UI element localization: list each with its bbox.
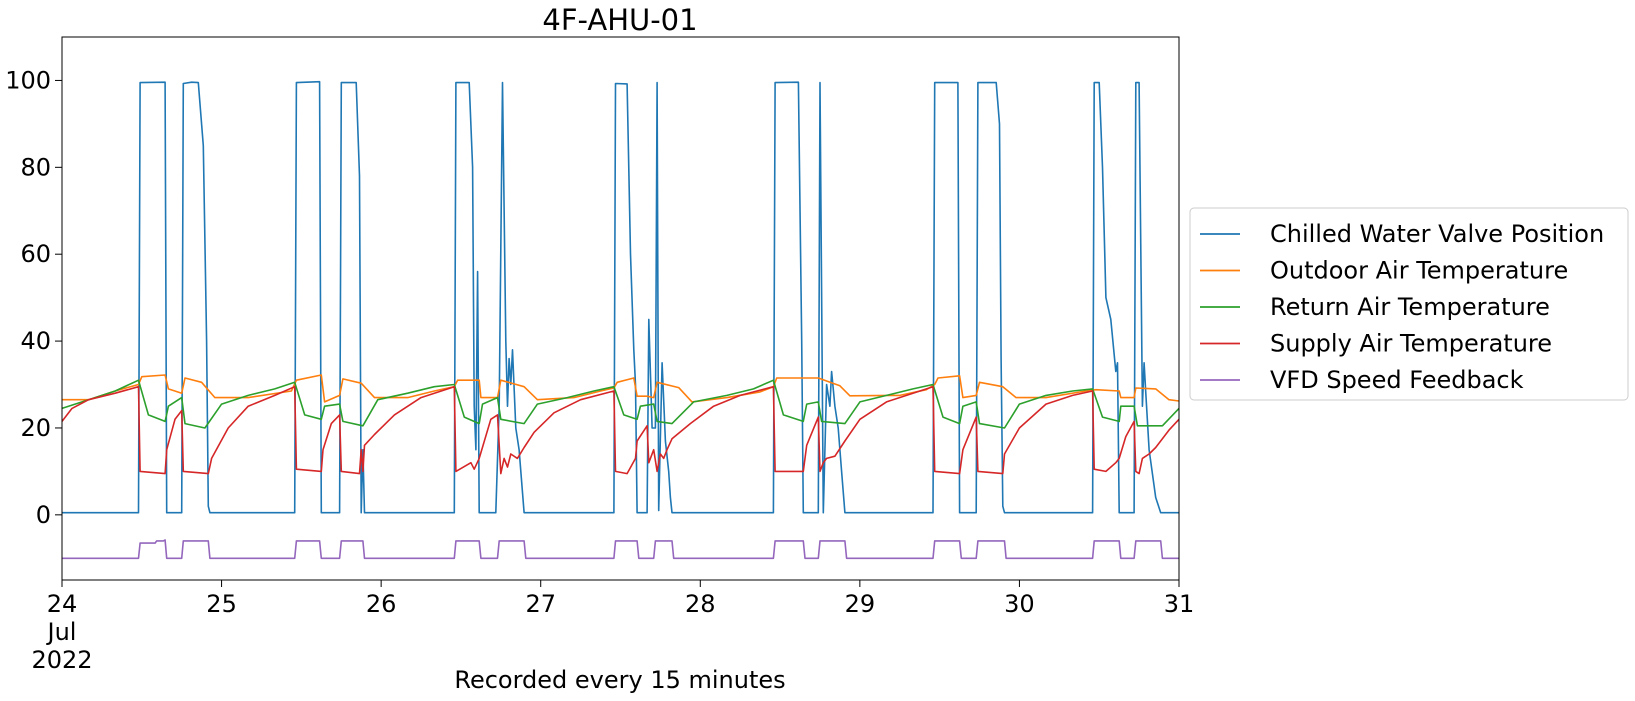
y-tick-label: 60 <box>20 240 51 268</box>
series-line-3 <box>61 385 1180 475</box>
x-tick-label: 24 <box>47 590 78 618</box>
y-tick-label: 100 <box>5 66 51 94</box>
legend-box <box>1189 207 1629 401</box>
y-tick-label: 0 <box>36 501 51 529</box>
x-axis-label: Recorded every 15 minutes <box>454 666 785 694</box>
legend-label: Outdoor Air Temperature <box>1270 257 1568 285</box>
x-tick-label: 27 <box>525 590 556 618</box>
series-line-2 <box>61 379 1180 429</box>
plot-frame <box>61 36 1180 581</box>
x-tick-label: 29 <box>845 590 876 618</box>
legend-label: VFD Speed Feedback <box>1270 366 1524 394</box>
x-tick-label: 28 <box>685 590 716 618</box>
x-tick-label: 2022 <box>31 646 92 674</box>
x-tick-label: 31 <box>1164 590 1195 618</box>
y-tick-label: 40 <box>20 327 51 355</box>
x-tick-label: Jul <box>46 618 77 646</box>
series-line-0 <box>62 80 1179 514</box>
x-tick-label: 25 <box>206 590 237 618</box>
y-axis: 0 20 40 60 80 100 <box>5 66 62 529</box>
series-line-1 <box>62 374 1180 403</box>
legend-label: Chilled Water Valve Position <box>1270 220 1604 248</box>
legend: Chilled Water Valve Position Outdoor Air … <box>1189 207 1629 401</box>
x-tick-label: 30 <box>1004 590 1035 618</box>
series-layer <box>61 80 1180 560</box>
legend-label: Return Air Temperature <box>1270 293 1550 321</box>
series-line-4 <box>62 539 1179 560</box>
legend-label: Supply Air Temperature <box>1270 330 1552 358</box>
chart-title: 4F-AHU-01 <box>542 3 697 37</box>
y-tick-label: 20 <box>20 414 51 442</box>
y-tick-label: 80 <box>20 153 51 181</box>
x-tick-label: 26 <box>366 590 397 618</box>
